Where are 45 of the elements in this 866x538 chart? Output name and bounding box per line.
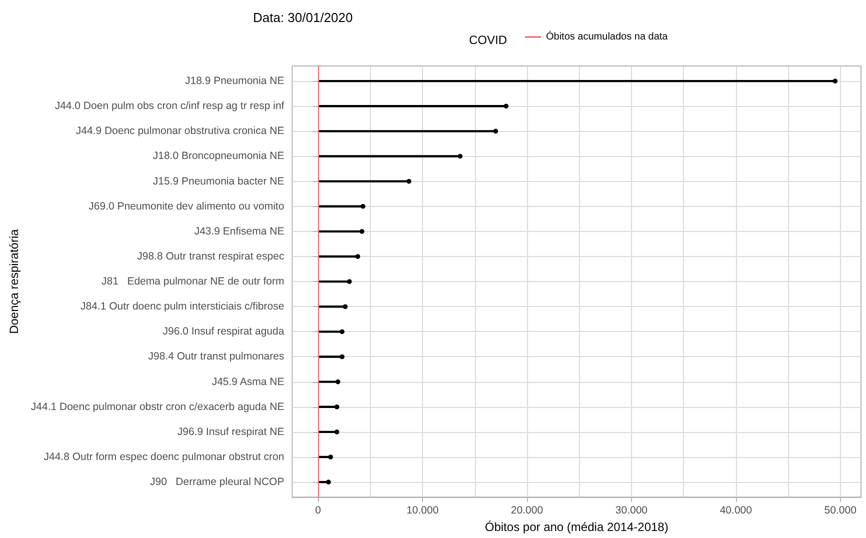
legend-label: Óbitos acumulados na data <box>546 30 668 42</box>
point <box>493 128 498 134</box>
y-tick-label: J81 Edema pulmonar NE de outr form <box>102 276 284 288</box>
x-axis-title: Óbitos por ano (média 2014-2018) <box>484 520 668 534</box>
y-tick-label: J44.1 Doenc pulmonar obstr cron c/exacerb aguda NE <box>30 400 284 413</box>
point <box>340 329 344 334</box>
point <box>504 104 508 108</box>
x-tick-label: 30.000 <box>615 504 648 517</box>
y-tick-label: J15.9 Pneumonia bacter NE <box>152 175 284 188</box>
point <box>334 430 340 434</box>
point <box>336 379 340 384</box>
x-tick-label: 50.000 <box>824 504 857 517</box>
y-tick-label: J44.0 Doen pulm obs cron c/inf resp ag tr resp inf <box>54 100 284 112</box>
chart-title: Data: 30/01/2020 <box>253 10 353 25</box>
y-tick-label: J96.9 Insuf respirat NE <box>177 426 284 438</box>
x-tick-label: 0 <box>315 504 322 517</box>
x-tick-label: 10.000 <box>406 504 439 517</box>
point <box>328 454 333 460</box>
point <box>360 204 366 209</box>
y-tick-label: J43.9 Enfisema NE <box>194 225 284 238</box>
point <box>832 78 838 84</box>
y-tick-label: J45.9 Asma NE <box>212 376 284 388</box>
x-tick-label: 20.000 <box>510 504 544 517</box>
y-tick-label: J69.0 Pneumonite dev alimento ou vomito <box>88 200 284 212</box>
point <box>342 304 348 310</box>
point <box>355 254 360 259</box>
point <box>326 480 331 484</box>
point <box>360 229 364 234</box>
y-tick-label: J18.9 Pneumonia NE <box>184 75 284 88</box>
point <box>347 279 352 284</box>
y-tick-label: J98.4 Outr transt pulmonares <box>148 350 284 363</box>
y-tick-label: J96.0 Insuf respirat aguda <box>162 326 284 338</box>
legend-title: COVID <box>469 33 508 47</box>
point <box>406 178 412 184</box>
point <box>458 154 463 159</box>
point <box>334 404 340 410</box>
point <box>340 354 344 360</box>
y-tick-label: J90 Derrame pleural NCOP <box>150 476 284 488</box>
y-axis-title: Doença respiratória <box>7 228 21 334</box>
y-tick-label: J44.9 Doenc pulmonar obstrutiva cronica NE <box>76 125 284 138</box>
y-tick-label: J18.0 Broncopneumonia NE <box>152 150 284 162</box>
y-tick-label: J44.8 Outr form espec doenc pulmonar obstrut cron <box>44 451 284 463</box>
y-tick-label: J84.1 Outr doenc pulm intersticiais c/fibrose <box>80 300 284 313</box>
y-tick-label: J98.8 Outr transt respirat espec <box>137 250 284 262</box>
x-tick-label: 40.000 <box>720 504 752 517</box>
